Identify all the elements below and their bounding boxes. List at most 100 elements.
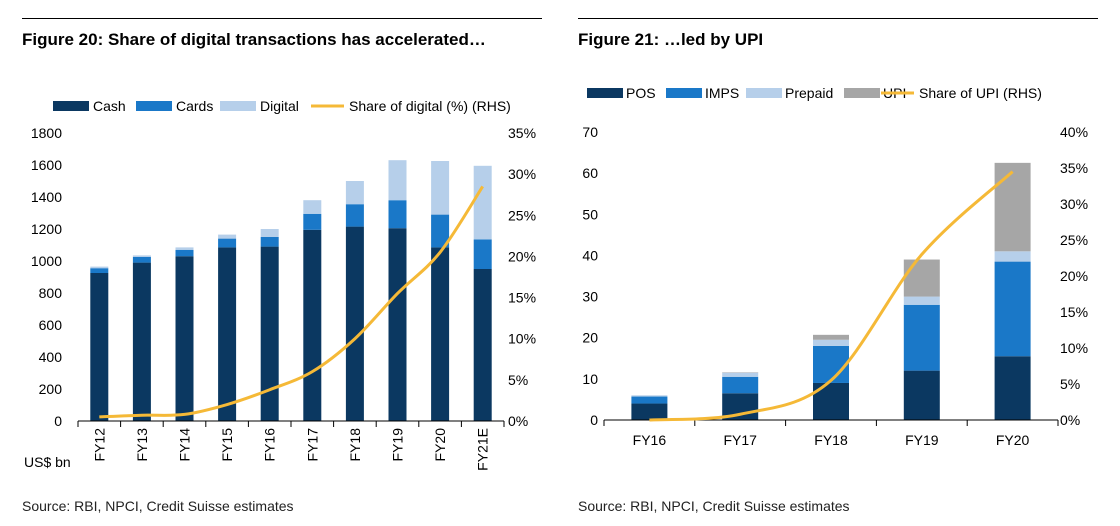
y2-tick-label: 15% bbox=[508, 290, 536, 306]
legend-label-imps: IMPS bbox=[705, 85, 739, 101]
figure-21-chart: POS IMPS Prepaid UPI Share of UPI (RHS)01020… bbox=[582, 85, 1088, 448]
bar-cards-fy19 bbox=[388, 200, 407, 229]
legend-label-digital: Digital bbox=[260, 98, 299, 114]
bar-pos-fy16 bbox=[631, 403, 668, 420]
y2-tick-label: 5% bbox=[1060, 376, 1080, 392]
bar-imps-fy20 bbox=[994, 261, 1031, 357]
y-tick-label: 40 bbox=[582, 247, 598, 263]
bar-cards-fy14 bbox=[175, 249, 194, 257]
x-tick-label: FY17 bbox=[723, 432, 757, 448]
x-tick-label: FY15 bbox=[219, 428, 235, 462]
bar-imps-fy17 bbox=[722, 376, 759, 394]
y-tick-label: 10 bbox=[582, 371, 598, 387]
bar-imps-fy16 bbox=[631, 396, 668, 404]
y-tick-label: 30 bbox=[582, 289, 598, 305]
legend-label-share-digital: Share of digital (%) (RHS) bbox=[349, 98, 511, 114]
y-tick-label: 800 bbox=[39, 285, 63, 301]
title-rule bbox=[22, 18, 542, 19]
y2-tick-label: 10% bbox=[1060, 340, 1088, 356]
bar-cash-fy15 bbox=[218, 247, 237, 421]
y2-tick-label: 25% bbox=[1060, 232, 1088, 248]
legend-label-prepaid: Prepaid bbox=[785, 85, 833, 101]
bar-cash-fy19 bbox=[388, 228, 407, 421]
figure-21-source: Source: RBI, NPCI, Credit Suisse estimat… bbox=[578, 498, 850, 514]
bar-cards-fy15 bbox=[218, 238, 237, 248]
bar-digital-fy14 bbox=[175, 247, 194, 250]
y2-tick-label: 30% bbox=[508, 166, 536, 182]
x-tick-label: FY21E bbox=[475, 428, 491, 471]
bar-cash-fy21e bbox=[473, 269, 492, 421]
y-tick-label: 70 bbox=[582, 124, 598, 140]
y2-tick-label: 10% bbox=[508, 331, 536, 347]
x-tick-label: FY18 bbox=[347, 428, 363, 462]
y2-tick-label: 25% bbox=[508, 207, 536, 223]
y-tick-label: 50 bbox=[582, 206, 598, 222]
bar-cards-fy12 bbox=[90, 268, 109, 273]
x-tick-label: FY18 bbox=[814, 432, 848, 448]
y2-tick-label: 35% bbox=[508, 125, 536, 141]
legend-swatch-upi bbox=[844, 88, 880, 98]
y-tick-label: 1200 bbox=[31, 221, 62, 237]
unit-label: US$ bn bbox=[24, 454, 71, 470]
bar-prepaid-fy18 bbox=[813, 339, 849, 346]
y2-tick-label: 0% bbox=[1060, 412, 1080, 428]
x-tick-label: FY20 bbox=[996, 432, 1030, 448]
y2-tick-label: 30% bbox=[1060, 196, 1088, 212]
bar-cash-fy17 bbox=[303, 229, 322, 421]
bar-cash-fy14 bbox=[175, 256, 194, 421]
bar-prepaid-fy16 bbox=[631, 395, 668, 397]
y2-tick-label: 5% bbox=[508, 372, 528, 388]
y-tick-label: 60 bbox=[582, 165, 598, 181]
x-tick-label: FY19 bbox=[390, 428, 406, 462]
legend-swatch-cash bbox=[53, 101, 89, 111]
y2-tick-label: 20% bbox=[1060, 268, 1088, 284]
bar-upi-fy19 bbox=[903, 259, 940, 297]
x-tick-label: FY16 bbox=[262, 428, 278, 462]
legend-label-cards: Cards bbox=[176, 98, 213, 114]
y-tick-label: 1800 bbox=[31, 125, 62, 141]
bar-cash-fy18 bbox=[345, 226, 364, 421]
y2-tick-label: 15% bbox=[1060, 304, 1088, 320]
bar-pos-fy20 bbox=[994, 356, 1031, 420]
bar-digital-fy19 bbox=[388, 160, 407, 201]
bar-digital-fy13 bbox=[132, 255, 151, 257]
line-share-of-digital bbox=[99, 185, 484, 419]
x-tick-label: FY17 bbox=[304, 428, 320, 462]
y-tick-label: 0 bbox=[590, 412, 598, 428]
bar-digital-fy15 bbox=[218, 234, 237, 239]
y-tick-label: 600 bbox=[39, 317, 63, 333]
legend-label-cash: Cash bbox=[93, 98, 126, 114]
x-tick-label: FY19 bbox=[905, 432, 939, 448]
x-tick-label: FY20 bbox=[432, 428, 448, 462]
bar-cards-fy18 bbox=[345, 204, 364, 227]
legend-swatch-prepaid bbox=[746, 88, 782, 98]
x-tick-label: FY12 bbox=[91, 428, 107, 462]
bar-cards-fy17 bbox=[303, 213, 322, 230]
x-tick-label: FY14 bbox=[177, 428, 193, 462]
bar-imps-fy19 bbox=[903, 304, 940, 371]
bar-pos-fy19 bbox=[903, 370, 940, 420]
bar-cards-fy13 bbox=[132, 257, 151, 263]
line-share-of-upi bbox=[649, 170, 1014, 422]
figure-20-source: Source: RBI, NPCI, Credit Suisse estimat… bbox=[22, 498, 294, 514]
bar-digital-fy18 bbox=[345, 181, 364, 205]
bar-digital-fy16 bbox=[260, 229, 279, 237]
legend-swatch-imps bbox=[666, 88, 702, 98]
legend-label-pos: POS bbox=[626, 85, 656, 101]
y-tick-label: 0 bbox=[54, 413, 62, 429]
y2-tick-label: 40% bbox=[1060, 124, 1088, 140]
figure-20-chart: Cash Cards Digital Share of digital (%) (RH… bbox=[24, 98, 536, 471]
bar-cash-fy12 bbox=[90, 273, 109, 421]
figure-20-title: Figure 20: Share of digital transactions… bbox=[22, 30, 486, 49]
bar-cash-fy20 bbox=[431, 247, 450, 421]
x-tick-label: FY13 bbox=[134, 428, 150, 462]
x-tick-label: FY16 bbox=[633, 432, 667, 448]
y2-tick-label: 0% bbox=[508, 413, 528, 429]
y-tick-label: 400 bbox=[39, 349, 63, 365]
bar-prepaid-fy20 bbox=[994, 251, 1031, 262]
y2-tick-label: 35% bbox=[1060, 160, 1088, 176]
y-tick-label: 1600 bbox=[31, 157, 62, 173]
y-tick-label: 200 bbox=[39, 381, 63, 397]
y-tick-label: 20 bbox=[582, 330, 598, 346]
legend-swatch-digital bbox=[220, 101, 256, 111]
